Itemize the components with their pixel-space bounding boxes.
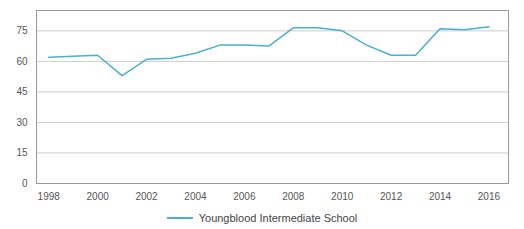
svg-text:2014: 2014 [429, 191, 452, 202]
svg-text:60: 60 [16, 56, 28, 67]
svg-text:2006: 2006 [233, 191, 256, 202]
svg-text:2012: 2012 [380, 191, 403, 202]
svg-text:45: 45 [16, 86, 28, 97]
svg-text:2010: 2010 [331, 191, 354, 202]
svg-text:2008: 2008 [282, 191, 305, 202]
svg-text:30: 30 [16, 117, 28, 128]
svg-text:2004: 2004 [184, 191, 207, 202]
svg-text:15: 15 [16, 147, 28, 158]
svg-text:1998: 1998 [38, 191, 61, 202]
svg-text:2002: 2002 [135, 191, 158, 202]
svg-text:2000: 2000 [87, 191, 110, 202]
svg-text:0: 0 [22, 178, 28, 189]
html-text:Youngblood Intermediate School: Youngblood Intermediate School [198, 212, 358, 224]
svg-text:2016: 2016 [478, 191, 501, 202]
svg-text:75: 75 [16, 25, 28, 36]
